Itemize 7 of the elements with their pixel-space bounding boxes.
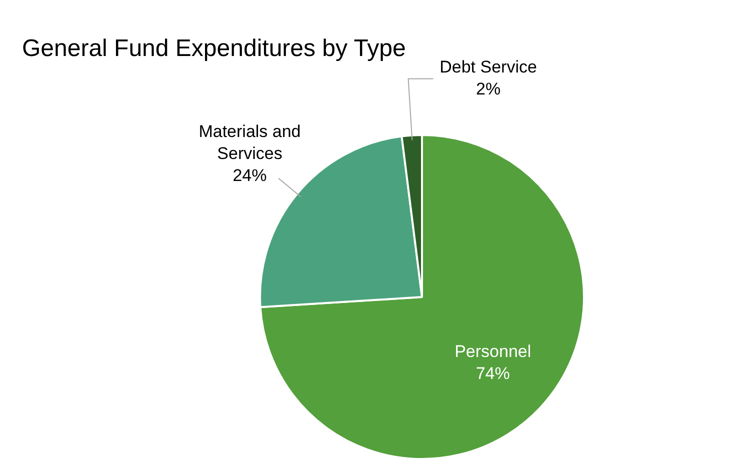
data-label: 24%: [232, 166, 267, 186]
slice-label: Debt Service: [440, 57, 537, 76]
data-label: 74%: [476, 364, 510, 384]
chart-title: General Fund Expenditures by Type: [22, 35, 406, 62]
slice-label: Personnel: [454, 342, 532, 362]
data-label: 2%: [476, 79, 501, 98]
slice-label: Materials and Services: [198, 122, 301, 164]
